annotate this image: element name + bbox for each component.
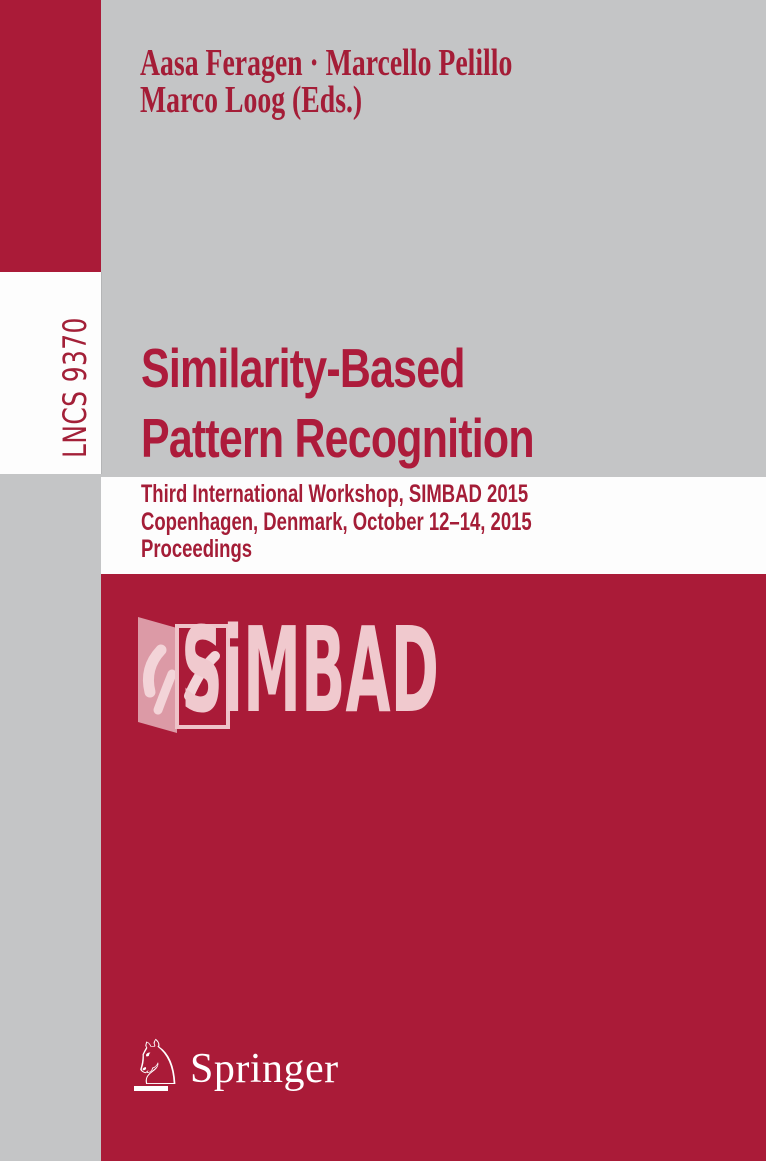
book-page-stroke-2: [153, 669, 177, 715]
subtitle-line-3: Proceedings: [141, 535, 253, 563]
subtitle-line-1: Third International Workshop, SIMBAD 201…: [141, 480, 529, 508]
book-title: Similarity-Based Pattern Recognition: [141, 333, 535, 473]
open-book-panel-icon: SiMBAD: [138, 612, 439, 737]
subtitle-band: Third International Workshop, SIMBAD 201…: [101, 477, 766, 574]
editors-line-2: Marco Loog (Eds.): [140, 79, 363, 121]
book-panel-shape: [138, 617, 177, 733]
series-volume-label: LNCS 9370: [56, 317, 94, 458]
simbad-workshop-logo: SiMBAD: [137, 612, 447, 737]
springer-horse-icon: ♘: [130, 1026, 186, 1099]
editors-block: Aasa Feragen · Marcello Pelillo Marco Lo…: [140, 42, 513, 121]
series-spine-band: [0, 272, 101, 474]
title-line-2: Pattern Recognition: [141, 407, 535, 469]
title-line-1: Similarity-Based: [141, 337, 465, 399]
lower-red-panel: SiMBAD ♘ Springer: [101, 574, 766, 1161]
editors-line-1: Aasa Feragen · Marcello Pelillo: [140, 42, 513, 84]
subtitle-block: Third International Workshop, SIMBAD 201…: [141, 480, 532, 564]
book-frame-shape: [175, 624, 230, 729]
simbad-logo-text: SiMBAD: [181, 612, 439, 737]
book-frame-stroke: [184, 651, 220, 701]
spine-top-red-block: [0, 0, 101, 272]
subtitle-line-2: Copenhagen, Denmark, October 12–14, 2015: [141, 507, 532, 536]
publisher-wordmark: Springer: [190, 1046, 339, 1092]
springer-logo-underline: [134, 1086, 168, 1091]
book-page-stroke-1: [142, 644, 167, 698]
